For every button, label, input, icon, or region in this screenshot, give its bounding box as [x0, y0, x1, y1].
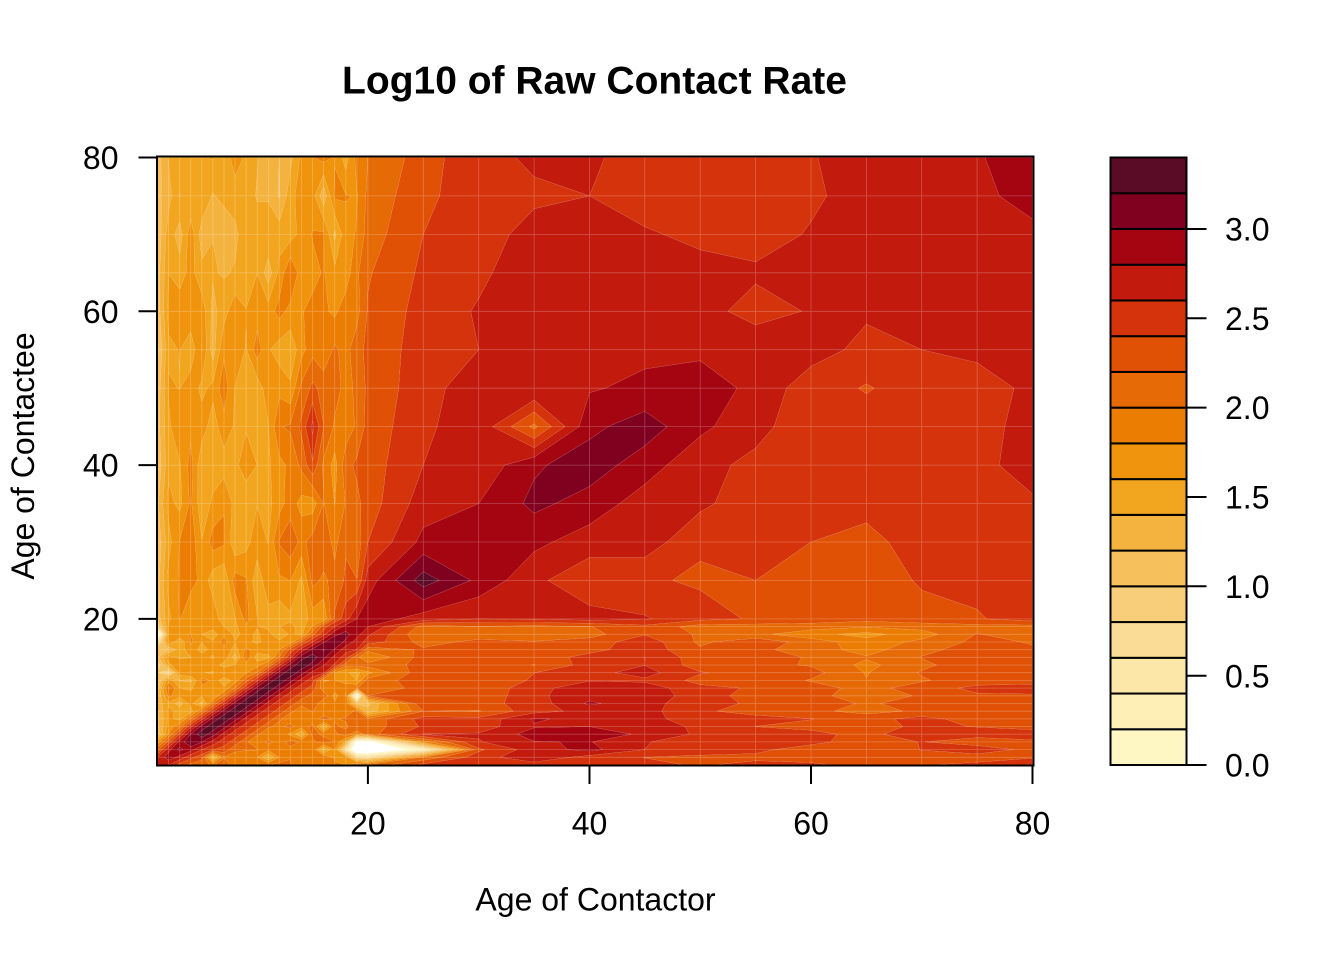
svg-text:80: 80 — [83, 140, 119, 176]
svg-text:2.5: 2.5 — [1225, 301, 1269, 337]
svg-text:80: 80 — [1015, 805, 1051, 841]
svg-text:2.0: 2.0 — [1225, 390, 1269, 426]
svg-text:Age of Contactee: Age of Contactee — [5, 332, 41, 579]
svg-text:1.0: 1.0 — [1225, 569, 1269, 605]
svg-text:60: 60 — [83, 294, 119, 330]
svg-text:0.5: 0.5 — [1225, 658, 1269, 694]
svg-text:0.0: 0.0 — [1225, 748, 1269, 784]
svg-text:20: 20 — [350, 805, 386, 841]
svg-text:40: 40 — [83, 448, 119, 484]
svg-text:3.0: 3.0 — [1225, 212, 1269, 248]
svg-text:Age of Contactor: Age of Contactor — [475, 881, 715, 917]
svg-text:40: 40 — [572, 805, 608, 841]
svg-text:Log10 of Raw Contact Rate: Log10 of Raw Contact Rate — [342, 60, 847, 103]
svg-text:1.5: 1.5 — [1225, 480, 1269, 516]
svg-text:20: 20 — [83, 602, 119, 638]
svg-text:60: 60 — [793, 805, 829, 841]
